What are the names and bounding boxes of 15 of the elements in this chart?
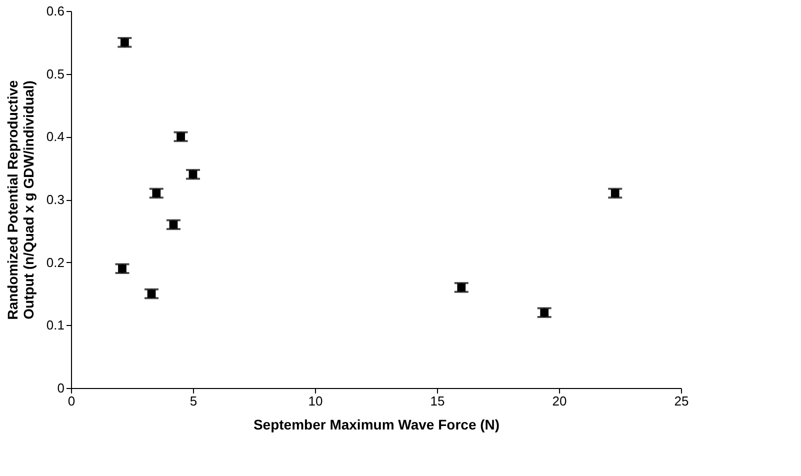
x-tick-label: 20 [552, 394, 567, 408]
x-tick-label: 25 [674, 394, 689, 408]
y-tick-label: 0.5 [46, 66, 64, 82]
x-tick-label: 10 [308, 394, 323, 408]
x-axis-title: September Maximum Wave Force (N) [253, 416, 500, 432]
x-tick-label: 0 [68, 394, 76, 408]
y-tick-label: 0 [57, 380, 64, 396]
x-tick-label: 15 [430, 394, 445, 408]
x-tick-label: 5 [190, 394, 198, 408]
y-axis-title: Randomized Potential Reproductive Output (n/Quad x g GDW/individual) [4, 80, 36, 320]
y-tick-label: 0.4 [46, 129, 64, 144]
y-tick-label: 0.1 [46, 318, 64, 333]
y-tick-label: 0.2 [46, 254, 64, 270]
y-tick-label: 0.6 [46, 4, 64, 18]
y-tick-label: 0.3 [46, 192, 64, 207]
